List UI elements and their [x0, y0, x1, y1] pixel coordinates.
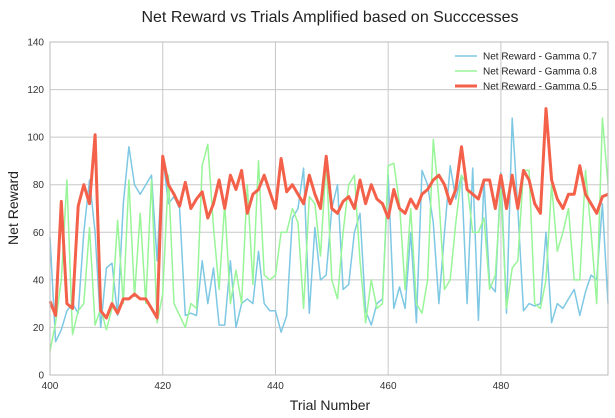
- y-tick-label: 120: [27, 85, 44, 96]
- y-tick-label: 100: [27, 133, 44, 144]
- x-tick-label: 440: [267, 381, 284, 392]
- series-lines: [48, 107, 609, 352]
- legend-entry: Net Reward - Gamma 0.5: [483, 82, 597, 93]
- y-tick-labels: 0 20 40 60 80 100 120 140: [27, 38, 44, 382]
- series-line-3: [48, 107, 609, 320]
- y-tick-label: 60: [33, 228, 45, 239]
- legend-entry: Net Reward - Gamma 0.7: [483, 52, 597, 63]
- chart-title: Net Reward vs Trials Amplified based on …: [141, 9, 518, 26]
- x-tick-labels: 400 420 440 460 480: [42, 381, 510, 392]
- x-tick-label: 400: [42, 381, 59, 392]
- x-tick-label: 460: [380, 381, 397, 392]
- y-tick-label: 0: [38, 371, 44, 382]
- y-tick-label: 80: [33, 180, 45, 191]
- legend-entry: Net Reward - Gamma 0.8: [483, 67, 597, 78]
- series-line-2: [49, 117, 609, 352]
- plot-frame: [49, 41, 609, 376]
- x-tick-label: 480: [493, 381, 510, 392]
- y-tick-label: 140: [27, 38, 44, 49]
- legend: Net Reward - Gamma 0.7 Net Reward - Gamma…: [455, 52, 597, 93]
- y-tick-label: 20: [33, 323, 45, 334]
- x-tick-label: 420: [154, 381, 171, 392]
- y-tick-label: 40: [33, 275, 45, 286]
- x-axis-label: Trial Number: [290, 397, 371, 413]
- series-line-1: [49, 117, 609, 343]
- y-axis-label: Net Reward: [5, 171, 21, 245]
